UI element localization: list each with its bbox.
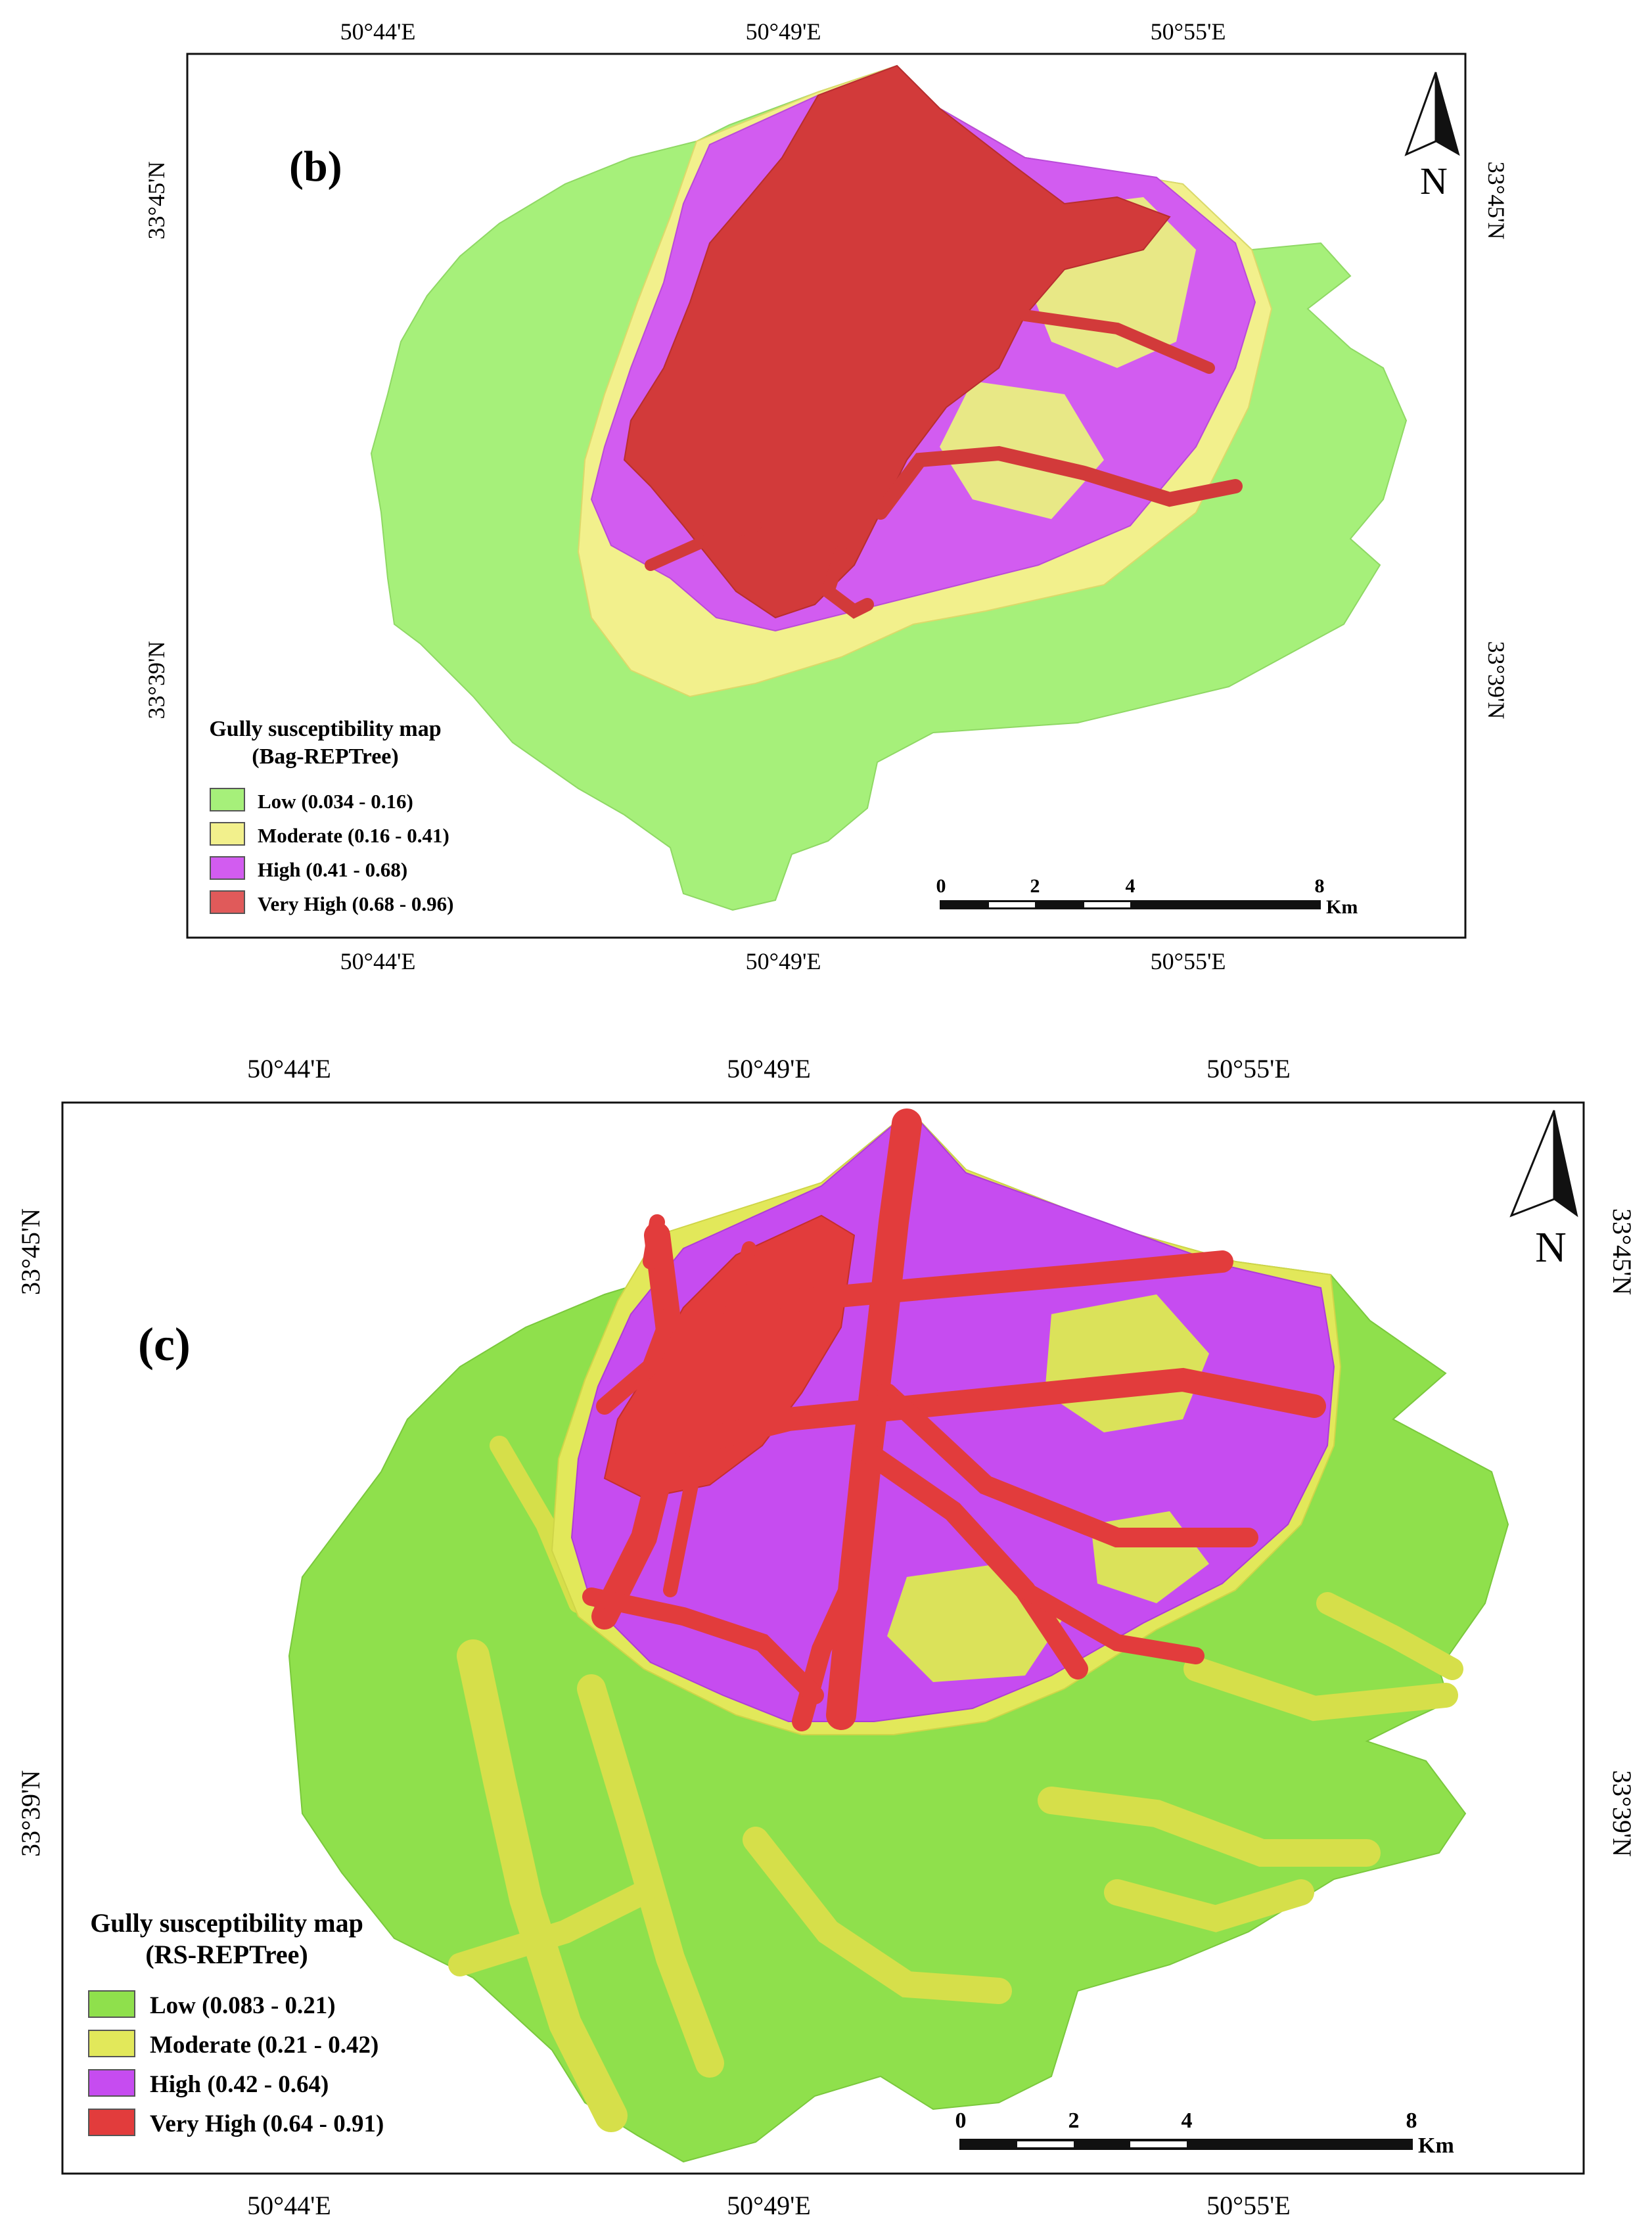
north-arrow-icon bbox=[1435, 72, 1460, 156]
scale-tick: 0 bbox=[936, 875, 946, 897]
top-coord-label: 50°44'E bbox=[247, 1054, 331, 1084]
legend-item-label: Low (0.083 - 0.21) bbox=[150, 1992, 336, 2019]
left-coord-label: 33°39'N bbox=[143, 641, 170, 719]
very-high-channel bbox=[820, 545, 874, 619]
left-coord-label: 33°39'N bbox=[16, 1770, 45, 1857]
very-high-channel bbox=[582, 1108, 1326, 1731]
legend: Gully susceptibility map (RS-REPTree) Lo… bbox=[88, 1908, 384, 2137]
legend-swatch-very-high bbox=[210, 890, 245, 914]
legend-swatch-low bbox=[210, 788, 245, 811]
panel-label: (c) bbox=[138, 1318, 191, 1371]
legend-subtitle: (Bag-REPTree) bbox=[252, 744, 398, 769]
scale-bar: 0 2 4 8 Km bbox=[955, 2109, 1454, 2158]
legend-item-label: Very High (0.68 - 0.96) bbox=[258, 892, 454, 915]
right-coord-label: 33°39'N bbox=[1607, 1770, 1637, 1857]
bottom-coord-label: 50°44'E bbox=[247, 2191, 331, 2220]
scale-tick: 8 bbox=[1406, 2109, 1417, 2133]
scale-tick: 8 bbox=[1315, 875, 1325, 897]
north-label: N bbox=[1420, 160, 1448, 202]
north-arrow-icon bbox=[1553, 1110, 1578, 1218]
legend-item-label: High (0.42 - 0.64) bbox=[150, 2071, 329, 2098]
scale-unit: Km bbox=[1418, 2133, 1454, 2158]
legend-swatch-low bbox=[88, 1990, 135, 2018]
very-high-zone bbox=[623, 64, 1171, 619]
north-arrow: N bbox=[1509, 1110, 1578, 1271]
panel-label: (b) bbox=[289, 143, 342, 191]
top-coord-label: 50°55'E bbox=[1206, 1054, 1291, 1084]
north-label: N bbox=[1535, 1223, 1567, 1271]
bottom-coord-label: 50°55'E bbox=[1151, 948, 1226, 974]
top-coord-label: 50°44'E bbox=[340, 18, 416, 45]
legend-title: Gully susceptibility map bbox=[209, 717, 441, 741]
top-coord-label: 50°55'E bbox=[1151, 18, 1226, 45]
legend-swatch-moderate bbox=[88, 2030, 135, 2057]
legend-item-label: Moderate (0.21 - 0.42) bbox=[150, 2032, 379, 2059]
moderate-zone bbox=[448, 1436, 1463, 2132]
legend-item-label: Very High (0.64 - 0.91) bbox=[150, 2111, 384, 2137]
top-coord-label: 50°49'E bbox=[746, 18, 821, 45]
north-arrow: N bbox=[1404, 72, 1460, 202]
moderate-patch bbox=[940, 381, 1104, 519]
scale-tick: 2 bbox=[1068, 2109, 1080, 2133]
map-panel-b: 50°44'E 50°49'E 50°55'E 50°44'E 50°49'E … bbox=[0, 0, 1652, 1012]
bottom-coord-label: 50°55'E bbox=[1206, 2191, 1291, 2220]
right-coord-label: 33°39'N bbox=[1483, 641, 1509, 719]
very-high-channel bbox=[1019, 309, 1215, 374]
very-high-channel bbox=[873, 445, 1243, 520]
map-panel-c: 50°44'E 50°49'E 50°55'E 50°44'E 50°49'E … bbox=[0, 1025, 1652, 2233]
top-coord-label: 50°49'E bbox=[727, 1054, 811, 1084]
legend-item-label: Moderate (0.16 - 0.41) bbox=[258, 824, 449, 847]
bottom-coord-label: 50°49'E bbox=[746, 948, 821, 974]
legend-swatch-very-high bbox=[88, 2109, 135, 2136]
bottom-coord-label: 50°49'E bbox=[727, 2191, 811, 2220]
scale-tick: 0 bbox=[955, 2109, 967, 2133]
scale-tick: 4 bbox=[1126, 875, 1136, 897]
scale-tick: 2 bbox=[1030, 875, 1040, 897]
scale-unit: Km bbox=[1326, 896, 1358, 918]
very-high-channel bbox=[645, 520, 762, 571]
legend: Gully susceptibility map (Bag-REPTree) L… bbox=[209, 717, 453, 915]
legend-swatch-high bbox=[88, 2069, 135, 2097]
legend-swatch-moderate bbox=[210, 822, 245, 846]
legend-title: Gully susceptibility map bbox=[90, 1908, 363, 1938]
scale-tick: 4 bbox=[1182, 2109, 1193, 2133]
legend-subtitle: (RS-REPTree) bbox=[145, 1940, 308, 1969]
right-coord-label: 33°45'N bbox=[1483, 162, 1509, 240]
legend-item-label: High (0.41 - 0.68) bbox=[258, 858, 407, 881]
left-coord-label: 33°45'N bbox=[143, 162, 170, 240]
bottom-coord-label: 50°44'E bbox=[340, 948, 416, 974]
right-coord-label: 33°45'N bbox=[1607, 1208, 1637, 1295]
scale-bar: 0 2 4 8 Km bbox=[936, 875, 1358, 918]
left-coord-label: 33°45'N bbox=[16, 1208, 45, 1295]
legend-swatch-high bbox=[210, 856, 245, 880]
legend-item-label: Low (0.034 - 0.16) bbox=[258, 790, 413, 813]
